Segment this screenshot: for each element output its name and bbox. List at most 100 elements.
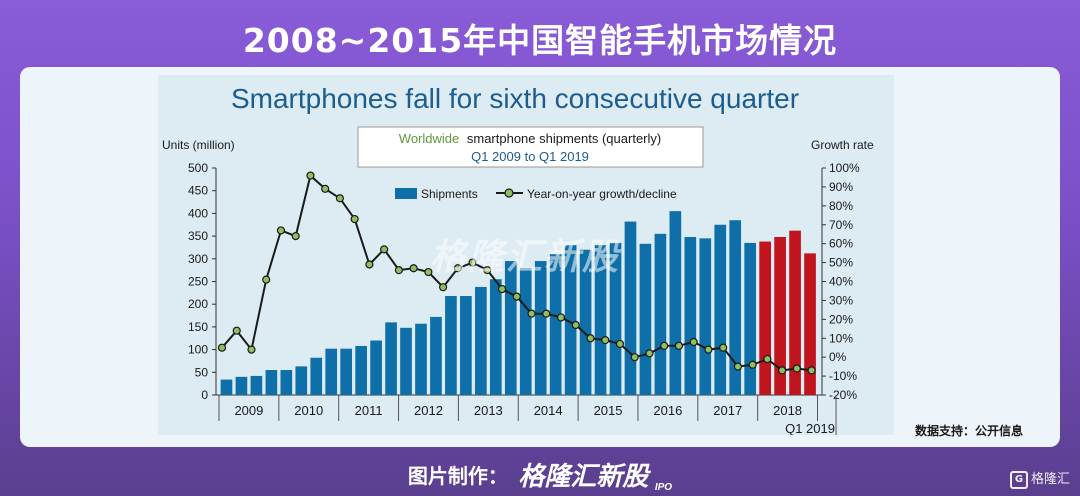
year-label: 2016 (653, 403, 682, 418)
growth-point (335, 194, 345, 203)
footer: 图片制作： 格隆汇新股 IPO (0, 456, 1080, 496)
y-right-tick-label: 20% (829, 312, 853, 326)
y-left-tick-label: 250 (188, 275, 208, 289)
shipment-bar (804, 253, 816, 395)
year-label: 2010 (294, 403, 323, 418)
shipment-bar (609, 242, 622, 395)
page-title: 2008~2015年中国智能手机市场情况 (242, 21, 838, 60)
y-left-tick-label: 350 (188, 229, 208, 243)
growth-point (601, 336, 610, 345)
watermark: 格隆汇新股 (430, 237, 621, 278)
plot-layer: 0 50 100 150 200 250 300 350 400 450 500 -20% -10% 0%… (188, 161, 860, 435)
y-right-tick-label: 10% (829, 331, 853, 345)
growth-point (778, 366, 787, 375)
year-label: 2013 (474, 403, 503, 418)
chart-subtitle: Worldwide smartphone shipments (quarterl… (399, 131, 661, 146)
legend-marker-growth (504, 188, 514, 198)
year-label: 2018 (773, 403, 802, 418)
y-right-tick-label: -20% (829, 388, 857, 402)
shipment-bar (549, 254, 562, 395)
growth-point (527, 309, 536, 318)
y-right-tick-label: 50% (829, 256, 853, 270)
growth-point (291, 232, 300, 241)
year-label: 2011 (355, 403, 383, 418)
year-label: 2015 (594, 403, 623, 418)
growth-point (615, 339, 625, 349)
growth-point (276, 226, 286, 235)
y-right-tick-label: 0% (829, 350, 847, 364)
y-left-tick-label: 400 (188, 206, 208, 220)
shipment-bar (759, 241, 771, 395)
y-right-tick-label: 70% (829, 218, 853, 232)
shipment-bar (564, 245, 577, 395)
y-right-tick-label: 90% (829, 180, 853, 194)
growth-point (453, 264, 462, 273)
growth-point (217, 343, 227, 352)
shipment-bar (280, 370, 293, 395)
subtitle-worldwide: Worldwide (399, 131, 459, 146)
year-label: 2009 (234, 403, 263, 418)
legend-label-shipments: Shipments (421, 187, 478, 201)
shipment-bar (774, 237, 786, 395)
y-right-tick-label: -10% (829, 369, 857, 383)
shipment-bar (624, 221, 637, 395)
shipment-bar (445, 296, 457, 395)
shipment-bar (534, 261, 547, 395)
chart-svg: Smartphones fall for sixth consecutive q… (162, 83, 874, 435)
y-right-tick-label: 80% (829, 199, 853, 213)
y-axis-right-label: Growth rate (811, 138, 874, 152)
growth-point (247, 345, 256, 354)
growth-point (556, 313, 566, 322)
growth-point (792, 364, 801, 373)
growth-point (542, 309, 551, 318)
shipment-bar (789, 230, 801, 395)
subtitle-rest: smartphone shipments (quarterly) (467, 131, 661, 146)
shipment-bar (504, 261, 517, 395)
growth-point (232, 326, 241, 335)
shipment-bar (310, 357, 323, 395)
shipment-bar (460, 296, 472, 395)
shipment-bar (370, 340, 382, 395)
growth-point (674, 341, 684, 350)
growth-point (571, 320, 580, 330)
logo-icon: G (1009, 470, 1028, 489)
growth-point (380, 245, 389, 254)
growth-point (807, 366, 816, 375)
footer-brand: 格隆汇新股 (518, 462, 649, 492)
y-left-tick-label: 300 (188, 252, 208, 266)
y-right-tick-label: 30% (829, 293, 853, 307)
growth-point (365, 260, 374, 269)
shipment-bar (669, 211, 682, 395)
growth-point (586, 334, 595, 343)
shipment-bar (220, 379, 233, 395)
shipment-bar (684, 237, 697, 395)
shipment-bar (594, 245, 607, 395)
shipment-bar (489, 279, 502, 395)
year-label: 2012 (414, 403, 443, 418)
y-left-tick-label: 0 (201, 388, 208, 402)
growth-point (439, 283, 448, 292)
y-left-tick-label: 200 (188, 297, 208, 311)
shipment-bar (639, 243, 652, 395)
shipment-bar (579, 249, 592, 395)
shipment-bar (744, 242, 757, 395)
source-note: 数据支持：公开信息 (915, 424, 1024, 438)
growth-point (424, 267, 433, 277)
shipment-bar (729, 220, 742, 395)
growth-point (483, 266, 492, 275)
shipment-bar (325, 348, 338, 395)
corner-logo: G 格隆汇 (1009, 468, 1070, 489)
growth-point (748, 360, 757, 369)
y-right-tick-label: 100% (829, 161, 860, 175)
shipment-bar (430, 316, 442, 395)
y-right-tick-label: 40% (829, 275, 853, 289)
shipment-bar (699, 238, 712, 395)
year-label: 2014 (534, 403, 563, 418)
y-left-tick-label: 100 (188, 343, 208, 357)
growth-point (689, 337, 698, 347)
shipment-bar (415, 323, 427, 395)
shipment-bar (714, 224, 727, 395)
shipment-bar (235, 376, 248, 395)
growth-point (630, 353, 639, 362)
shipment-bar (475, 286, 487, 395)
